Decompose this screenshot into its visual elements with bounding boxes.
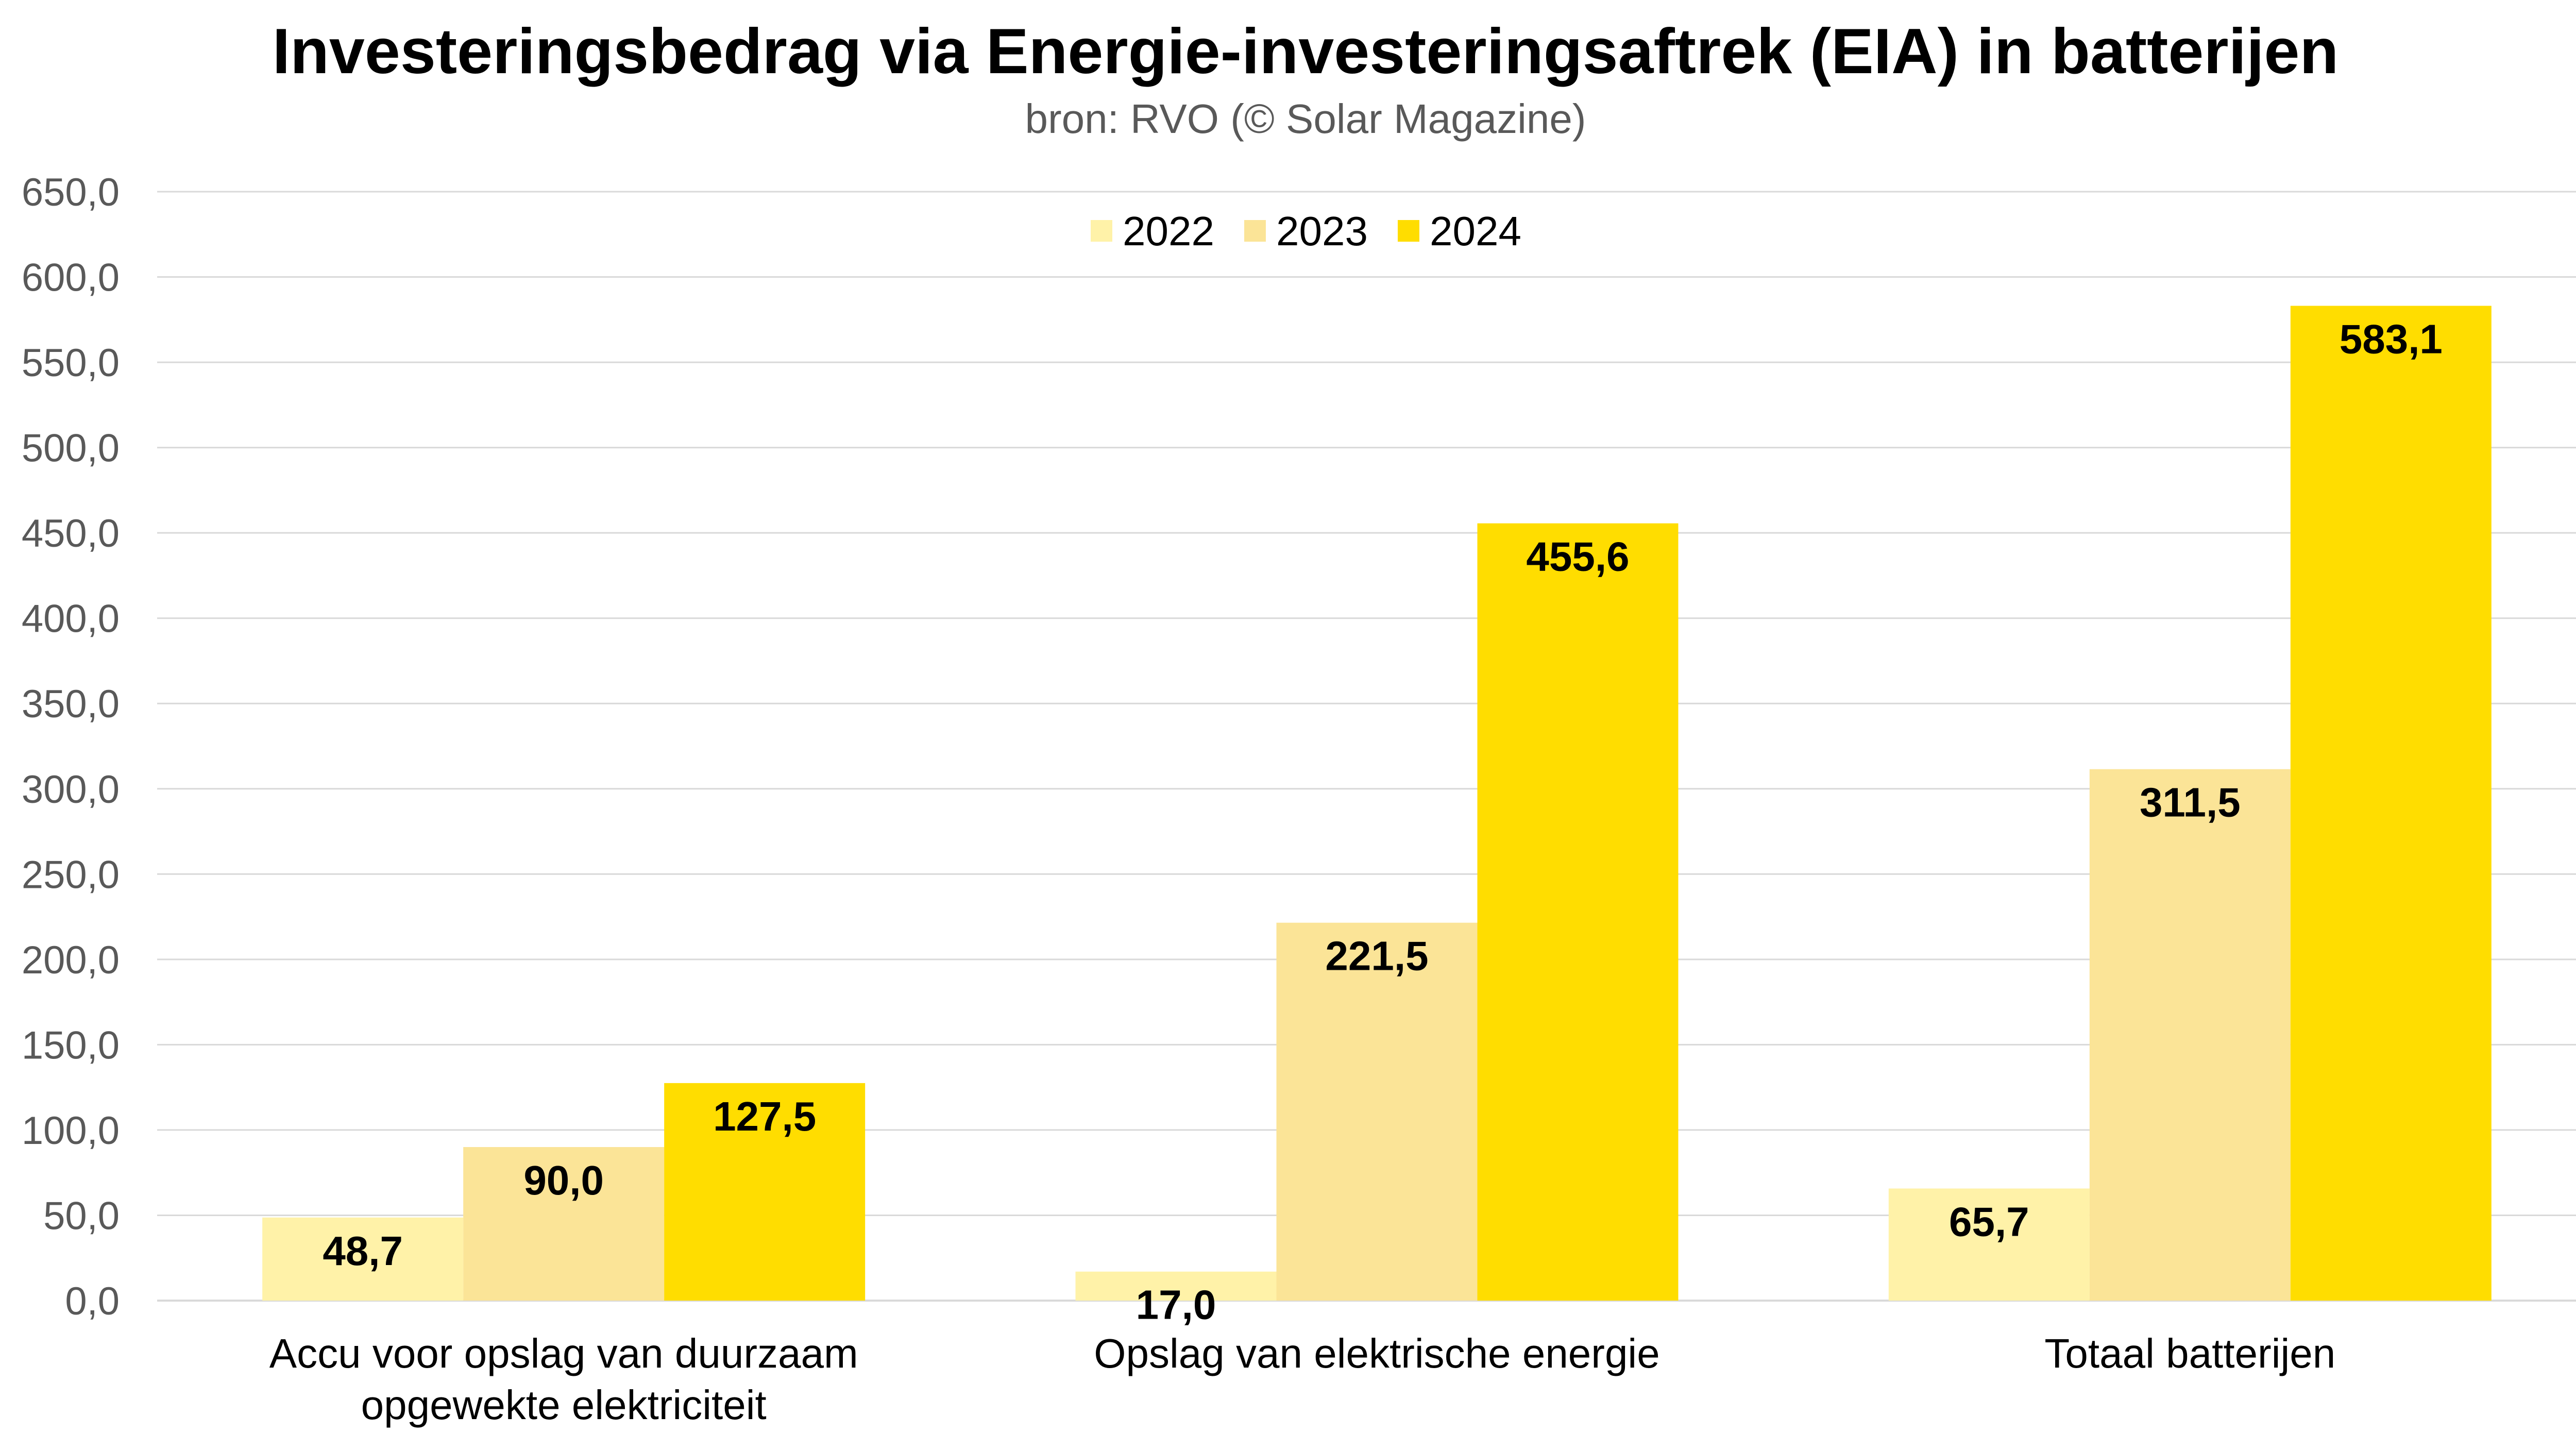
legend-swatch-2022 [1091,220,1112,242]
y-tick-label: 150,0 [22,1023,120,1067]
chart-title: Investeringsbedrag via Energie-investeri… [273,16,2339,87]
x-tick-label: Totaal batterijen [2044,1330,2335,1376]
bar-2024-cat-0 [664,1083,866,1301]
x-tick-label: opgewekte elektriciteit [361,1382,767,1428]
data-label: 17,0 [1136,1282,1216,1328]
bar-2024-cat-2 [2290,306,2492,1301]
bar-2022-cat-1 [1075,1271,1277,1301]
y-tick-label: 100,0 [22,1109,120,1153]
x-axis-labels: Accu voor opslag van duurzaam opgewekte e… [269,1330,2336,1428]
y-tick-label: 250,0 [22,853,120,897]
y-tick-label: 500,0 [22,427,120,470]
y-tick-label: 450,0 [22,512,120,555]
y-tick-label: 0,0 [65,1279,120,1323]
y-axis-ticks: 0,0 50,0 100,0 150,0 200,0 250,0 300,0 350,0 400… [22,171,120,1323]
y-tick-label: 400,0 [22,597,120,641]
bar-2024-cat-1 [1477,523,1679,1301]
data-label: 455,6 [1526,534,1629,580]
data-label: 221,5 [1325,933,1428,979]
data-label: 48,7 [323,1228,403,1274]
data-labels: 48,7 90,0 127,5 17,0 221,5 455,6 65,7 311,5 583,… [323,316,2443,1327]
legend-swatch-2023 [1244,220,1266,242]
bar-2022-cat-2 [1888,1188,2090,1301]
y-tick-label: 550,0 [22,341,120,385]
bars [262,306,2492,1301]
data-label: 127,5 [713,1093,816,1139]
x-tick-label: Accu voor opslag van duurzaam [269,1330,858,1376]
x-tick-label: Opslag van elektrische energie [1094,1330,1659,1376]
y-tick-label: 600,0 [22,256,120,300]
data-label: 65,7 [1949,1199,2029,1244]
data-label: 90,0 [523,1157,604,1203]
y-tick-label: 200,0 [22,938,120,982]
y-tick-label: 50,0 [43,1194,120,1238]
y-tick-label: 650,0 [22,171,120,214]
legend-label-2024: 2024 [1430,208,1521,254]
bar-2023-cat-1 [1276,922,1478,1301]
chart-subtitle: bron: RVO (© Solar Magazine) [1025,96,1586,142]
bar-2022-cat-0 [262,1217,464,1301]
legend: 2022 2023 2024 [1091,208,1521,254]
legend-label-2023: 2023 [1276,208,1368,254]
bar-2023-cat-0 [463,1147,665,1301]
legend-swatch-2024 [1398,220,1419,242]
data-label: 583,1 [2340,316,2443,362]
y-tick-label: 350,0 [22,682,120,726]
y-tick-label: 300,0 [22,768,120,812]
data-label: 311,5 [2140,780,2241,825]
legend-label-2022: 2022 [1123,208,1214,254]
bar-2023-cat-2 [2089,769,2291,1301]
